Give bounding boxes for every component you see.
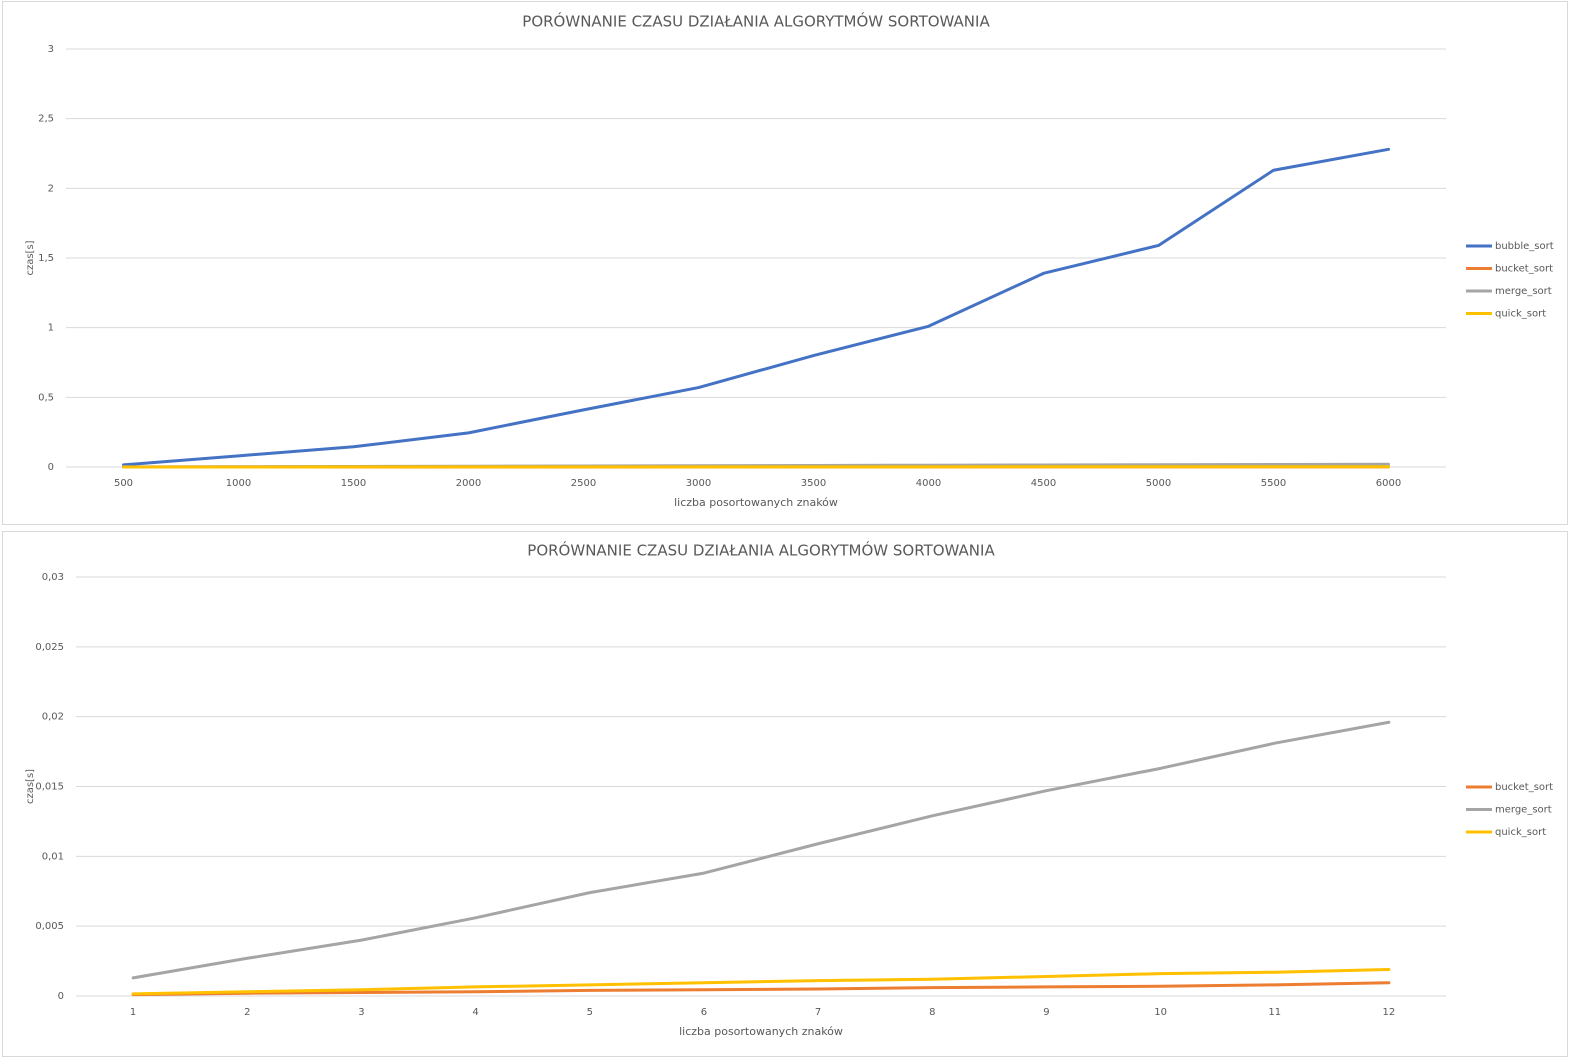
- y-tick-label: 1,5: [38, 253, 54, 264]
- y-tick-label: 0,03: [42, 572, 64, 583]
- x-axis-label: liczba posortowanych znaków: [674, 496, 838, 509]
- y-tick-label: 0: [48, 462, 54, 473]
- y-tick-label: 2,5: [38, 114, 54, 125]
- y-tick-label: 0,025: [35, 642, 64, 653]
- y-tick-label: 0: [58, 991, 64, 1002]
- x-tick-label: 3000: [686, 478, 711, 489]
- y-tick-label: 2: [48, 183, 54, 194]
- x-tick-label: 2: [244, 1007, 250, 1018]
- chart-title: PORÓWNANIE CZASU DZIAŁANIA ALGORYTMÓW SO…: [522, 12, 990, 31]
- x-tick-label: 12: [1383, 1007, 1396, 1018]
- x-tick-label: 9: [1043, 1007, 1049, 1018]
- legend-label: bucket_sort: [1495, 264, 1553, 275]
- x-tick-label: 8: [929, 1007, 935, 1018]
- y-tick-label: 0,02: [42, 712, 64, 723]
- x-axis-label: liczba posortowanych znaków: [679, 1025, 843, 1038]
- x-tick-label: 5: [587, 1007, 593, 1018]
- legend-label: quick_sort: [1495, 827, 1546, 838]
- x-tick-label: 1: [130, 1007, 136, 1018]
- legend-label: bucket_sort: [1495, 782, 1553, 793]
- series-line: [131, 720, 1391, 980]
- legend-label: merge_sort: [1495, 805, 1552, 816]
- series-line: [131, 981, 1391, 997]
- x-tick-label: 4: [472, 1007, 478, 1018]
- y-tick-label: 1: [48, 323, 54, 334]
- x-tick-label: 2000: [456, 478, 481, 489]
- x-tick-label: 5500: [1261, 478, 1286, 489]
- chart-frame: [2, 1, 1568, 525]
- chart: PORÓWNANIE CZASU DZIAŁANIA ALGORYTMÓW SO…: [2, 531, 1568, 1057]
- series-line: [131, 967, 1391, 996]
- x-tick-label: 4500: [1031, 478, 1056, 489]
- x-tick-label: 1500: [341, 478, 366, 489]
- y-tick-label: 0,005: [35, 921, 64, 932]
- chart-title: PORÓWNANIE CZASU DZIAŁANIA ALGORYTMÓW SO…: [527, 541, 995, 560]
- x-tick-label: 500: [114, 478, 133, 489]
- y-axis-label: czas[s]: [25, 769, 36, 804]
- y-tick-label: 0,5: [38, 392, 54, 403]
- legend-label: quick_sort: [1495, 309, 1546, 320]
- x-tick-label: 2500: [571, 478, 596, 489]
- x-tick-label: 6000: [1376, 478, 1401, 489]
- x-tick-label: 7: [815, 1007, 821, 1018]
- y-tick-label: 0,015: [35, 782, 64, 793]
- legend-label: merge_sort: [1495, 286, 1552, 297]
- series-line: [122, 147, 1390, 467]
- x-tick-label: 3: [358, 1007, 364, 1018]
- chart-frame: [2, 531, 1568, 1057]
- chart: PORÓWNANIE CZASU DZIAŁANIA ALGORYTMÓW SO…: [2, 1, 1568, 525]
- x-tick-label: 6: [701, 1007, 707, 1018]
- x-tick-label: 3500: [801, 478, 826, 489]
- x-tick-label: 5000: [1146, 478, 1171, 489]
- y-tick-label: 3: [48, 44, 54, 55]
- y-tick-label: 0,01: [42, 851, 64, 862]
- legend-label: bubble_sort: [1495, 241, 1554, 252]
- x-tick-label: 11: [1268, 1007, 1281, 1018]
- y-axis-label: czas[s]: [25, 240, 36, 275]
- x-tick-label: 1000: [226, 478, 251, 489]
- x-tick-label: 4000: [916, 478, 941, 489]
- x-tick-label: 10: [1154, 1007, 1167, 1018]
